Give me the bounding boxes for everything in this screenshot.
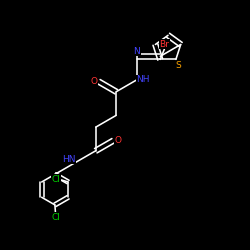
Text: Cl: Cl bbox=[52, 213, 61, 222]
Text: NH: NH bbox=[136, 76, 149, 84]
Text: HN: HN bbox=[62, 155, 76, 164]
Text: O: O bbox=[90, 76, 97, 86]
Text: S: S bbox=[176, 61, 182, 70]
Text: O: O bbox=[115, 136, 122, 145]
Text: N: N bbox=[133, 47, 140, 56]
Text: Br: Br bbox=[160, 40, 169, 48]
Text: Cl: Cl bbox=[51, 175, 60, 184]
